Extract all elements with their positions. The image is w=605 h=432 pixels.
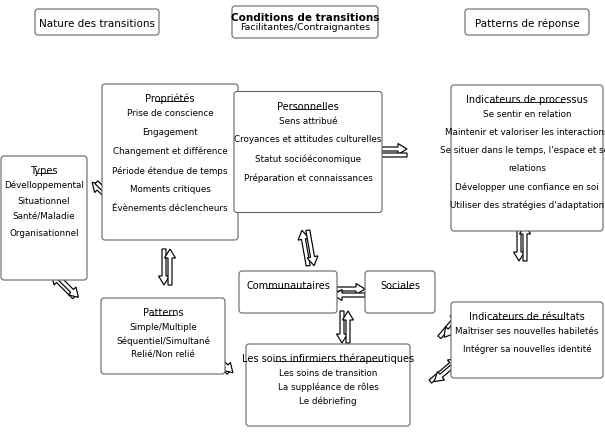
- Text: Conditions de transitions: Conditions de transitions: [231, 13, 379, 23]
- Text: Personnelles: Personnelles: [277, 102, 339, 111]
- FancyBboxPatch shape: [232, 6, 378, 38]
- Text: Croyances et attitudes culturelles: Croyances et attitudes culturelles: [234, 136, 382, 144]
- Polygon shape: [336, 311, 347, 343]
- Text: Communautaires: Communautaires: [246, 281, 330, 291]
- Polygon shape: [520, 225, 531, 261]
- FancyBboxPatch shape: [234, 92, 382, 213]
- Text: Évènements déclencheurs: Évènements déclencheurs: [112, 204, 228, 213]
- Text: Facilitantes/Contraignantes: Facilitantes/Contraignantes: [240, 22, 370, 32]
- FancyBboxPatch shape: [35, 9, 159, 35]
- Polygon shape: [333, 289, 365, 301]
- Polygon shape: [429, 359, 458, 383]
- Text: Se sentir en relation: Se sentir en relation: [483, 110, 571, 119]
- Polygon shape: [54, 273, 79, 297]
- Text: Intégrer sa nouvelles identité: Intégrer sa nouvelles identité: [463, 345, 591, 355]
- Text: Patterns de réponse: Patterns de réponse: [475, 19, 580, 29]
- FancyBboxPatch shape: [451, 85, 603, 231]
- Text: Engagement: Engagement: [142, 128, 198, 137]
- Polygon shape: [206, 346, 233, 373]
- Text: Les soins infirmiers thérapeutiques: Les soins infirmiers thérapeutiques: [242, 354, 414, 365]
- Text: Moments critiques: Moments critiques: [129, 185, 211, 194]
- Text: Indicateurs de résultats: Indicateurs de résultats: [469, 312, 585, 322]
- Polygon shape: [514, 225, 525, 261]
- Polygon shape: [438, 313, 460, 339]
- Text: Sociales: Sociales: [380, 281, 420, 291]
- Text: Préparation et connaissances: Préparation et connaissances: [244, 174, 373, 183]
- Polygon shape: [159, 249, 169, 285]
- Text: Dévelloppemental: Dévelloppemental: [4, 181, 84, 191]
- Text: Nature des transitions: Nature des transitions: [39, 19, 155, 29]
- Polygon shape: [434, 357, 463, 381]
- Polygon shape: [298, 230, 310, 266]
- Polygon shape: [95, 181, 122, 208]
- Polygon shape: [333, 283, 365, 295]
- Polygon shape: [367, 149, 407, 161]
- Polygon shape: [165, 249, 175, 285]
- FancyBboxPatch shape: [465, 9, 589, 35]
- Text: Se situer dans le temps, l'espace et ses: Se situer dans le temps, l'espace et ses: [440, 146, 605, 155]
- Polygon shape: [367, 143, 407, 155]
- Text: Utiliser des stratégies d'adaptation: Utiliser des stratégies d'adaptation: [450, 200, 604, 210]
- Text: Séquentiel/Simultané: Séquentiel/Simultané: [116, 337, 210, 346]
- Text: relations: relations: [508, 164, 546, 173]
- Text: Relié/Non relié: Relié/Non relié: [131, 351, 195, 360]
- Polygon shape: [342, 311, 353, 343]
- FancyBboxPatch shape: [451, 302, 603, 378]
- Polygon shape: [51, 275, 76, 299]
- FancyBboxPatch shape: [365, 271, 435, 313]
- FancyBboxPatch shape: [239, 271, 337, 313]
- Text: Propriétés: Propriétés: [145, 94, 195, 105]
- Text: Statut socióéconomique: Statut socióéconomique: [255, 155, 361, 164]
- Text: Santé/Maladie: Santé/Maladie: [13, 213, 75, 222]
- Polygon shape: [203, 347, 230, 374]
- Polygon shape: [306, 230, 318, 266]
- Text: Simple/Multiple: Simple/Multiple: [129, 323, 197, 332]
- Text: Développer une confiance en soi: Développer une confiance en soi: [455, 182, 599, 191]
- Text: Période étendue de temps: Période étendue de temps: [113, 166, 227, 175]
- Text: Changement et différence: Changement et différence: [113, 147, 227, 156]
- FancyBboxPatch shape: [246, 344, 410, 426]
- Text: Patterns: Patterns: [143, 308, 183, 318]
- Text: Sens attribué: Sens attribué: [279, 117, 337, 126]
- Text: Maintenir et valoriser les interactions: Maintenir et valoriser les interactions: [445, 128, 605, 137]
- Polygon shape: [226, 156, 262, 166]
- Text: Indicateurs de processus: Indicateurs de processus: [466, 95, 588, 105]
- FancyBboxPatch shape: [1, 156, 87, 280]
- Polygon shape: [226, 149, 262, 161]
- Text: Types: Types: [30, 166, 57, 176]
- Polygon shape: [92, 182, 119, 209]
- FancyBboxPatch shape: [102, 84, 238, 240]
- Text: Organisationnel: Organisationnel: [9, 229, 79, 238]
- Polygon shape: [444, 311, 466, 337]
- Text: Prise de conscience: Prise de conscience: [126, 109, 214, 118]
- Text: Les soins de transition: Les soins de transition: [279, 369, 377, 378]
- Text: Maîtriser ses nouvelles habiletés: Maîtriser ses nouvelles habiletés: [456, 327, 599, 336]
- FancyBboxPatch shape: [101, 298, 225, 374]
- Text: Le débriefing: Le débriefing: [299, 397, 357, 407]
- Text: Situationnel: Situationnel: [18, 197, 70, 206]
- Text: La suppléance de rôles: La suppléance de rôles: [278, 383, 379, 393]
